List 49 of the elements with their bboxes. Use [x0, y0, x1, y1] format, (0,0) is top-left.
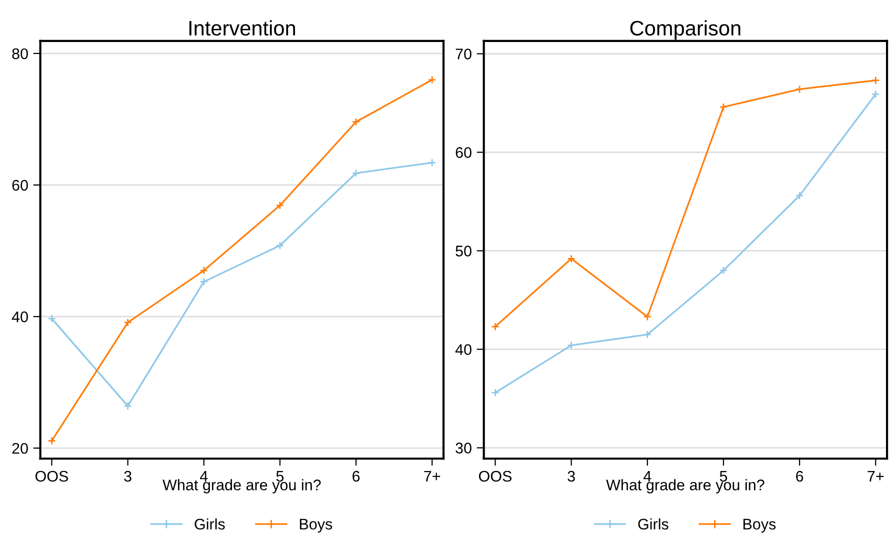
point	[48, 436, 56, 446]
point	[276, 241, 284, 250]
point	[200, 278, 208, 286]
y-tick-label: 40	[12, 311, 28, 322]
point	[352, 118, 360, 126]
y-tick-label: 30	[456, 442, 472, 454]
point	[491, 322, 500, 331]
point	[795, 85, 804, 94]
point	[428, 76, 436, 84]
x-tick-label: 3	[568, 470, 575, 482]
point	[124, 318, 132, 327]
point	[719, 102, 728, 112]
point	[567, 254, 576, 263]
x-tick-label: 7+	[424, 471, 440, 482]
point	[643, 312, 652, 321]
point	[48, 314, 56, 323]
y-tick-label: 80	[12, 48, 28, 60]
x-tick-label: 3	[124, 470, 132, 482]
point	[795, 191, 804, 200]
chart-title: Intervention	[189, 20, 296, 36]
y-tick-label: 60	[12, 180, 28, 191]
point	[428, 158, 436, 167]
y-tick-label: 50	[456, 246, 472, 256]
y-tick-label: 60	[456, 147, 472, 158]
point	[871, 76, 880, 85]
y-tick-label: 40	[455, 344, 472, 355]
x-tick-label: 7+	[868, 471, 884, 482]
x-tick-label: 4	[200, 471, 208, 482]
point	[719, 266, 728, 275]
legend-label: Girls	[638, 518, 668, 530]
legend-label: Boys	[300, 518, 332, 533]
x-tick-label: 4	[644, 471, 652, 482]
point	[276, 201, 284, 210]
legend-label: Boys	[743, 518, 776, 533]
x-tick-label: 6	[352, 470, 360, 482]
x-tick-label: OOS	[478, 470, 512, 482]
legend-label: Girls	[194, 518, 225, 530]
y-tick-label: 20	[12, 442, 28, 454]
point	[491, 388, 500, 397]
point	[124, 402, 132, 410]
point	[871, 90, 880, 98]
point	[352, 168, 360, 178]
y-tick-label: 70	[456, 48, 472, 60]
chart-title: Comparison	[630, 20, 740, 40]
point	[643, 330, 652, 339]
x-tick-label: OOS	[35, 470, 68, 482]
point	[567, 341, 576, 350]
x-tick-label: 6	[796, 470, 804, 482]
point	[200, 266, 208, 275]
